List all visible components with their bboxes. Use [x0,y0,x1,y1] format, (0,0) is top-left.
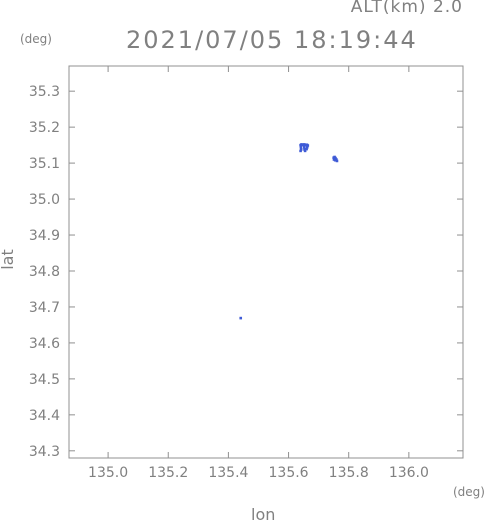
x-tick-label: 135.0 [88,465,128,481]
x-tick-label: 135.8 [329,465,369,481]
y-tick-label: 34.8 [29,264,60,280]
y-axis-unit: (deg) [20,32,52,46]
x-tick-label: 136.0 [389,465,429,481]
y-tick-label: 35.1 [29,156,60,172]
y-tick-label: 34.9 [29,228,60,244]
x-tick-label: 135.2 [148,465,188,481]
datetime-title: 2021/07/05 18:19:44 [126,26,418,54]
x-tick: 135.8 [329,66,369,481]
y-tick-label: 34.3 [29,444,60,460]
y-tick: 35.1 [29,156,463,172]
y-tick: 34.5 [29,372,463,388]
y-tick-label: 34.6 [29,336,60,352]
data-point [334,156,337,160]
x-tick: 135.2 [148,66,188,481]
data-point [302,145,306,149]
plot-frame [68,65,464,459]
data-point [299,145,303,149]
data-point [239,316,243,320]
x-axis-unit: (deg) [453,485,485,499]
y-tick: 34.4 [29,408,463,424]
data-point [303,149,307,153]
x-tick-label: 135.4 [208,465,248,481]
y-tick-label: 35.3 [29,84,60,100]
y-tick: 34.8 [29,264,463,280]
data-points [239,143,339,320]
data-point [335,158,338,161]
data-point [299,148,303,151]
x-tick-label: 135.6 [269,465,309,481]
y-tick: 34.9 [29,228,463,244]
data-point [306,144,310,147]
y-tick-label: 35.0 [29,192,60,208]
axis-ticks: 135.0 135.2 135.4 135.6 135.8 136.0 34.3 34.4 34… [29,66,463,481]
y-tick: 34.7 [29,300,463,316]
y-tick-label: 34.4 [29,408,60,424]
altitude-label: ALT(km) 2.0 [350,0,463,17]
x-tick: 136.0 [389,66,429,481]
y-tick-label: 35.2 [29,120,60,136]
y-tick-label: 34.7 [29,300,60,316]
x-axis-label: lon [251,505,276,524]
y-tick: 35.2 [29,120,463,136]
y-tick: 34.6 [29,336,463,352]
x-tick: 135.0 [88,66,128,481]
x-tick: 135.4 [208,66,249,481]
data-point [305,147,308,151]
data-point [335,159,339,163]
data-point [305,145,309,149]
y-tick: 34.3 [29,444,463,460]
y-tick: 35.3 [29,84,463,100]
x-tick: 135.6 [269,66,309,481]
y-tick-label: 34.5 [29,372,60,388]
y-tick: 35.0 [29,192,463,208]
data-point [303,148,306,151]
data-point [299,149,302,153]
